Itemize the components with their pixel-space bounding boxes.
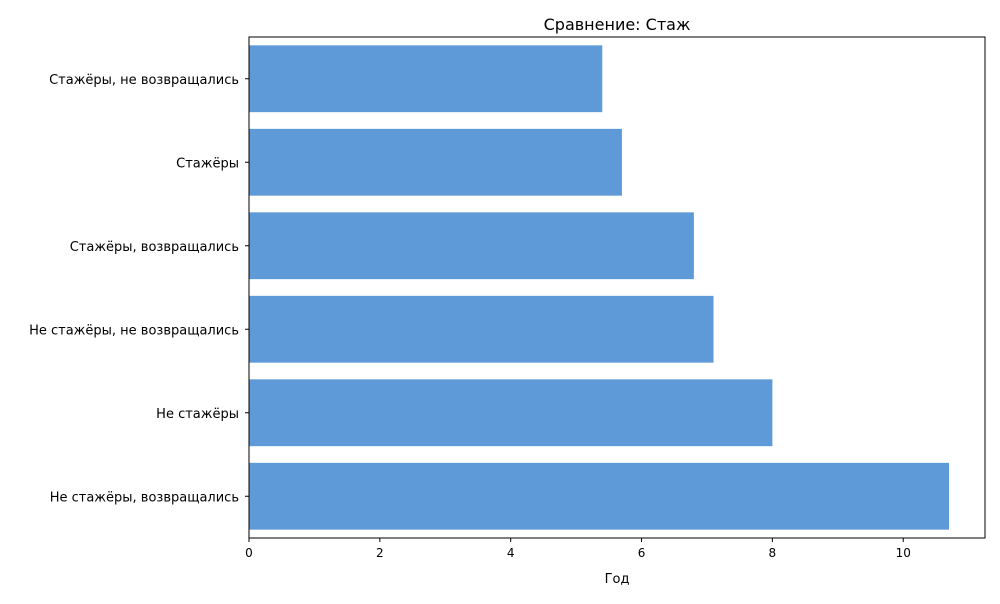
y-tick-label: Стажёры, не возвращались [49,73,239,88]
y-tick-label: Не стажёры, возвращались [50,490,239,505]
plot-frame [248,36,986,539]
x-tick-label: 6 [638,546,646,560]
y-tick-label: Стажёры [176,156,239,171]
y-tick-label: Стажёры, возвращались [70,240,239,255]
bar [249,128,622,196]
y-axis-ticks: Стажёры, не возвращались Стажёры Стажёры, … [29,73,249,505]
x-tick-label: 8 [769,546,777,560]
bars-layer [249,45,950,530]
x-tick-label: 2 [376,546,384,560]
bar [249,462,950,530]
x-tick-label: 4 [507,546,515,560]
y-tick-label: Не стажёры, не возвращались [29,323,239,338]
x-axis-ticks: 0 2 4 6 8 10 [245,538,911,560]
x-tick-label: 10 [896,546,911,560]
chart-title: Сравнение: Стаж [544,15,691,34]
x-tick-label: 0 [245,546,253,560]
bar [249,45,603,113]
x-axis-label: Год [605,572,630,587]
bar [249,295,714,363]
bar [249,212,694,280]
bar [249,379,773,447]
y-tick-label: Не стажёры [156,407,239,422]
